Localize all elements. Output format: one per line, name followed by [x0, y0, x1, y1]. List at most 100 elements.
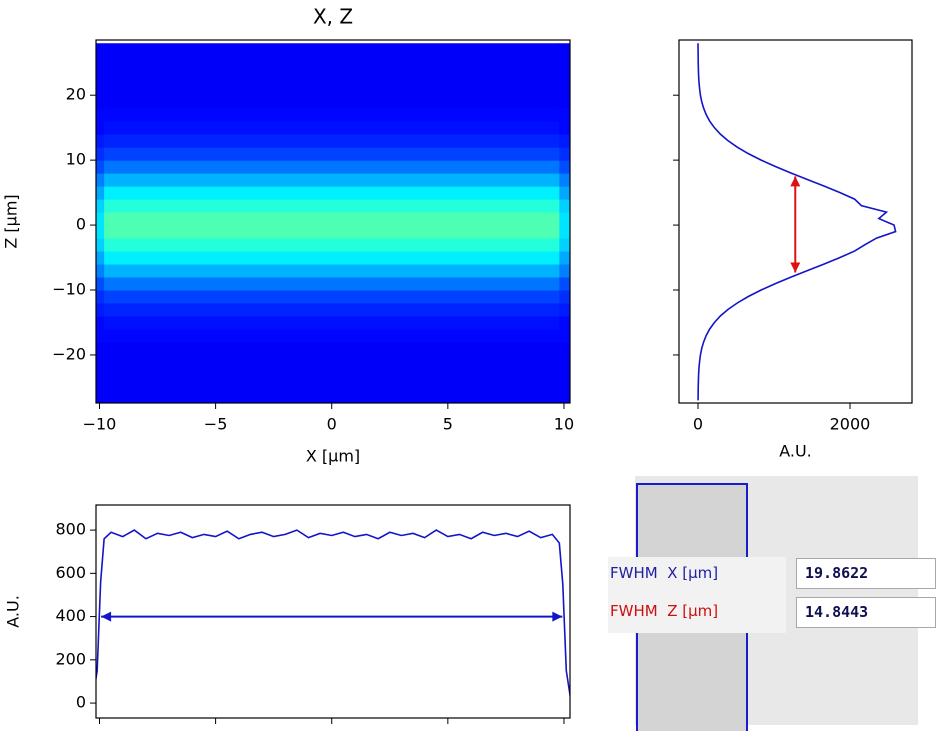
heatmap-cell: [104, 186, 560, 200]
heatmap-cell: [559, 186, 570, 200]
heatmap-cell: [104, 251, 560, 265]
heatmap-cell: [104, 56, 560, 70]
heatmap-cell: [96, 264, 105, 278]
heatmap-cell: [559, 238, 570, 252]
plot-area: [96, 43, 570, 403]
heatmap-cell: [559, 147, 570, 161]
heatmap-cell: [559, 393, 570, 403]
y-tick-label: 0: [76, 215, 86, 234]
heatmap-cell: [559, 302, 570, 317]
heatmap-cell: [104, 315, 560, 330]
heatmap-cell: [96, 251, 105, 265]
heatmap-cell: [96, 147, 105, 161]
heatmap-cell: [104, 225, 560, 239]
plot-area: [697, 43, 897, 401]
heatmap-cell: [559, 134, 570, 148]
heatmap-cell: [559, 264, 570, 278]
heatmap-cell: [96, 212, 105, 226]
heatmap-cell: [559, 354, 570, 369]
heatmap-cell: [559, 108, 570, 122]
arrow-head: [790, 176, 801, 187]
heatmap-cell: [104, 160, 560, 174]
heatmap-cell: [96, 95, 105, 109]
fwhm-arrow: [101, 611, 563, 622]
y-tick-label: 20: [66, 85, 86, 104]
heatmap-cell: [559, 95, 570, 109]
heatmap-cell: [104, 108, 560, 122]
heatmap-cell: [559, 212, 570, 226]
heatmap-cell: [96, 56, 105, 70]
heatmap-cell: [559, 199, 570, 213]
heatmap-cell: [559, 367, 570, 382]
heatmap-cell: [559, 82, 570, 96]
y-tick-label: 400: [55, 606, 86, 625]
heatmap-cell: [96, 121, 105, 135]
axes-frame: [95, 504, 571, 719]
heatmap-cell: [559, 380, 570, 395]
plot-area: [96, 529, 570, 701]
y-tick-label: 10: [66, 150, 86, 169]
profile-line: [96, 529, 570, 701]
heatmap-cell: [559, 56, 570, 70]
heatmap-cell: [104, 328, 560, 343]
heatmap-cell: [104, 173, 560, 187]
heatmap-cell: [96, 82, 105, 96]
heatmap-cell: [96, 380, 105, 395]
heatmap-cell: [96, 341, 105, 356]
x-tick-label: 0: [327, 415, 337, 434]
heatmap-cell: [104, 341, 560, 356]
heatmap-cell: [559, 290, 570, 304]
x-tick-label: 10: [554, 415, 574, 434]
heatmap-cell: [104, 69, 560, 83]
heatmap-cell: [96, 199, 105, 213]
y-tick-label: 200: [55, 649, 86, 668]
heatmap-cell: [96, 173, 105, 187]
heatmap-cell: [104, 238, 560, 252]
y-tick-label: 600: [55, 563, 86, 582]
heatmap-cell: [104, 147, 560, 161]
heatmap-cell: [559, 173, 570, 187]
y-tick-label: −10: [52, 280, 86, 299]
heatmap-cell: [559, 277, 570, 291]
heatmap-cell: [96, 290, 105, 304]
heatmap-cell: [104, 82, 560, 96]
value-field[interactable]: 19.8622: [796, 558, 936, 589]
heatmap-cell: [104, 43, 560, 57]
heatmap-cell: [104, 393, 560, 403]
heatmap-cell: [104, 302, 560, 317]
heatmap-cell: [559, 69, 570, 83]
arrow-head: [101, 611, 112, 622]
heatmap-cell: [96, 108, 105, 122]
heatmap-cell: [96, 186, 105, 200]
x-axis-label: A.U.: [779, 442, 812, 461]
y-tick-label: 800: [55, 520, 86, 539]
x-tick-label: −10: [83, 415, 117, 434]
value-field[interactable]: 14.8443: [796, 597, 936, 628]
heatmap-cell: [104, 290, 560, 304]
heatmap-cell: [559, 328, 570, 343]
x-tick-label: 2000: [830, 415, 871, 434]
heatmap-cell: [559, 121, 570, 135]
x-tick-label: 5: [443, 415, 453, 434]
heatmap-cell: [104, 199, 560, 213]
x-axis-label: X [μm]: [306, 447, 360, 466]
heatmap-cell: [96, 238, 105, 252]
heatmap-cell: [559, 341, 570, 356]
heatmap-cell: [96, 393, 105, 403]
axes-frame: [95, 39, 571, 404]
y-axis-label: Z [μm]: [2, 194, 21, 248]
profile-line: [697, 43, 897, 401]
heatmap-cell: [96, 277, 105, 291]
heatmap-cell: [96, 328, 105, 343]
arrow-head: [790, 262, 801, 273]
y-tick-label: −20: [52, 344, 86, 363]
heatmap-cell: [96, 302, 105, 317]
fwhm-arrow: [790, 176, 801, 273]
heatmap-cell: [104, 95, 560, 109]
heatmap-cell: [559, 225, 570, 239]
label-strip: FWHM X [μm] FWHM Z [μm]: [608, 557, 786, 633]
heatmap-cell: [96, 367, 105, 382]
x-tick-label: 0: [693, 415, 703, 434]
